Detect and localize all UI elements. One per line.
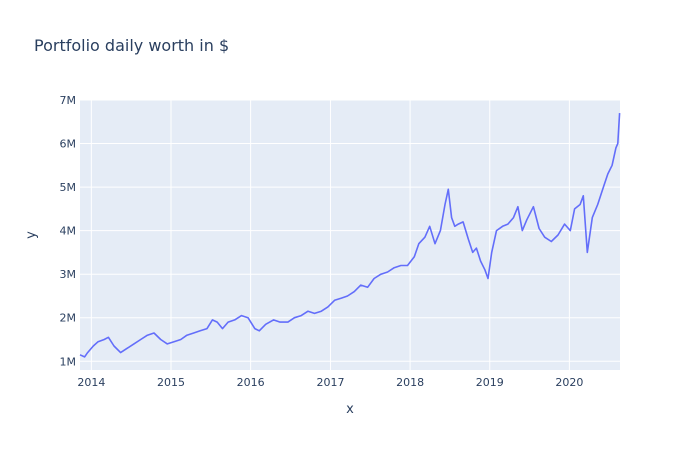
plot-background bbox=[80, 100, 620, 370]
y-axis-title: y bbox=[24, 231, 39, 239]
x-gridlines bbox=[90, 100, 570, 370]
y-tick-labels: 1M 2M 3M 4M 5M 6M 7M bbox=[60, 94, 77, 368]
x-tick-label: 2020 bbox=[555, 376, 583, 389]
x-tick-label: 2018 bbox=[396, 376, 424, 389]
x-tick-label: 2014 bbox=[77, 376, 105, 389]
y-tick-label: 1M bbox=[60, 355, 77, 368]
series-line bbox=[79, 113, 621, 358]
chart-title: Portfolio daily worth in $ bbox=[34, 36, 229, 55]
y-tick-label: 3M bbox=[60, 268, 77, 281]
x-tick-label: 2015 bbox=[157, 376, 185, 389]
x-tick-label: 2017 bbox=[316, 376, 344, 389]
x-axis-title: x bbox=[346, 402, 354, 417]
y-tick-label: 4M bbox=[60, 225, 77, 238]
y-tick-label: 2M bbox=[60, 312, 77, 325]
y-tick-label: 5M bbox=[60, 181, 77, 194]
y-tick-label: 7M bbox=[60, 94, 77, 107]
y-gridlines bbox=[80, 99, 620, 362]
y-tick-label: 6M bbox=[60, 138, 77, 151]
x-tick-labels: 2014 2015 2016 2017 2018 2019 2020 bbox=[77, 376, 583, 389]
x-tick-label: 2019 bbox=[476, 376, 504, 389]
x-tick-label: 2016 bbox=[237, 376, 265, 389]
